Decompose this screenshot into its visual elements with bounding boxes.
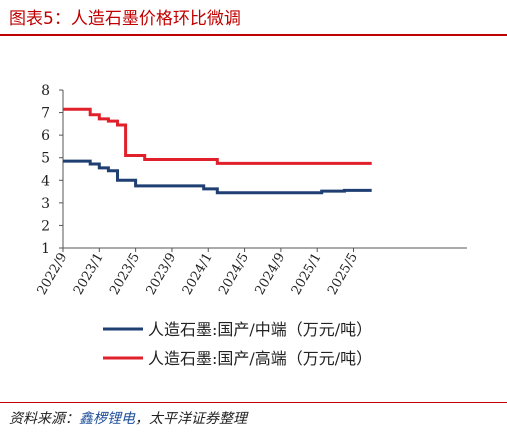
- x-tick-label: 2024/1: [180, 251, 216, 298]
- title-divider: [0, 34, 507, 36]
- source-suffix: ，太平洋证券整理: [135, 411, 247, 427]
- y-tick-label: 2: [41, 218, 50, 234]
- x-tick-label: 2023/1: [71, 251, 107, 298]
- y-tick-label: 7: [41, 106, 50, 122]
- x-tick-label: 2025/5: [325, 251, 361, 298]
- x-tick-label: 2022/9: [35, 251, 71, 298]
- x-tick-label: 2024/5: [216, 251, 252, 298]
- x-tick-label: 2023/5: [107, 251, 143, 298]
- chart-title: 图表5：人造石墨价格环比微调: [9, 9, 241, 29]
- source-name: 鑫椤锂电: [79, 411, 135, 427]
- legend-label-1: 人造石墨:国产/中端（万元/吨）: [148, 320, 372, 339]
- source-note: 资料来源：鑫椤锂电，太平洋证券整理: [9, 408, 247, 428]
- series-line-1: [63, 159, 372, 195]
- source-prefix: 资料来源：: [9, 411, 79, 427]
- series-line-2: [63, 107, 372, 165]
- x-tick-label: 2024/9: [252, 251, 288, 298]
- x-tick-label: 2023/9: [144, 251, 180, 298]
- legend-label-2: 人造石墨:国产/高端（万元/吨）: [148, 349, 372, 368]
- y-tick-label: 5: [41, 151, 50, 167]
- source-divider: [0, 402, 507, 403]
- y-tick-label: 3: [41, 196, 50, 212]
- y-tick-label: 8: [41, 83, 50, 99]
- x-tick-label: 2025/1: [289, 251, 325, 298]
- chart-legend: 人造石墨:国产/中端（万元/吨） 人造石墨:国产/高端（万元/吨）: [103, 320, 372, 368]
- y-tick-label: 6: [41, 128, 50, 144]
- chart-series: [63, 107, 372, 195]
- y-tick-label: 4: [41, 173, 50, 189]
- y-tick-label: 1: [41, 241, 50, 257]
